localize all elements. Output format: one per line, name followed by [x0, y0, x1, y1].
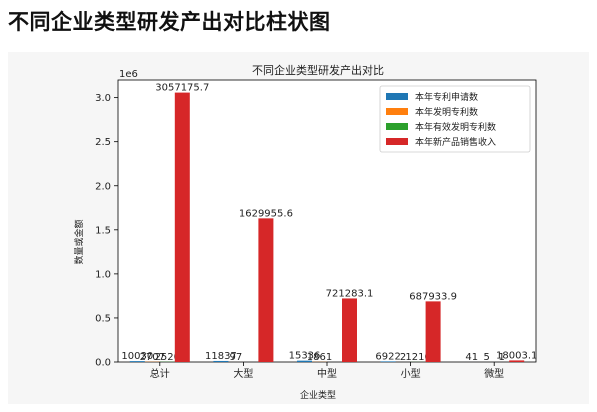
data-label: 2 — [400, 352, 406, 363]
data-label: 3057175.7 — [155, 83, 209, 94]
y-tick-label: 2.5 — [95, 137, 111, 148]
bar — [213, 360, 229, 362]
legend-swatch — [386, 108, 408, 115]
bar — [509, 360, 525, 362]
data-label: 6922 — [375, 351, 400, 362]
legend-label: 本年专利申请数 — [415, 91, 478, 103]
chart-panel: 不同企业类型研发产出对比 1e6 数量或金额 企业类型 0.0 0.5 1.0 1.5… — [8, 52, 589, 404]
data-label: 1629955.6 — [239, 208, 293, 219]
y-offset-label: 1e6 — [119, 69, 138, 80]
legend-label: 本年发明专利数 — [415, 106, 478, 118]
bar — [380, 361, 396, 362]
x-axis-label: 企业类型 — [300, 389, 336, 401]
legend-box — [379, 85, 531, 153]
y-tick-label: 0.5 — [95, 313, 111, 324]
legend-label: 本年有效发明专利数 — [415, 121, 496, 133]
data-label: 2707 — [140, 352, 165, 363]
bar-chart: 不同企业类型研发产出对比 1e6 数量或金额 企业类型 0.0 0.5 1.0 1.5… — [73, 63, 537, 401]
data-label: 5 — [484, 352, 490, 363]
chart-title: 不同企业类型研发产出对比 — [252, 63, 384, 77]
x-tick-label: 微型 — [484, 367, 504, 380]
y-axis-label: 数量或金额 — [73, 219, 85, 264]
data-label: 1 — [499, 352, 505, 363]
data-label: 15336 — [289, 351, 321, 362]
legend-swatch — [386, 138, 408, 145]
bar — [258, 218, 274, 362]
y-tick-label: 2.0 — [95, 181, 111, 192]
bar — [342, 298, 357, 362]
data-label: 18003.1 — [496, 350, 537, 361]
data-label: 1210 — [405, 352, 430, 363]
data-label: 721283.1 — [326, 288, 374, 299]
legend-swatch — [386, 93, 408, 100]
bar — [425, 301, 441, 362]
y-tick-label: 1.5 — [95, 225, 111, 236]
legend-label: 本年新产品销售收入 — [415, 136, 496, 148]
y-tick-label: 1.0 — [95, 269, 111, 280]
data-label: 1861 — [307, 352, 332, 363]
x-tick-label: 中型 — [317, 367, 337, 380]
bar — [174, 92, 190, 362]
y-tick-label: 3.0 — [95, 93, 111, 104]
x-tick-label: 总计 — [150, 367, 170, 380]
x-tick-label: 小型 — [401, 367, 421, 380]
x-tick-label: 大型 — [233, 367, 253, 380]
data-label: 10030 — [121, 351, 153, 362]
y-tick-label: 0.0 — [95, 358, 111, 369]
data-label: 11837 — [205, 351, 237, 362]
bar — [129, 361, 145, 362]
data-label: 687933.9 — [409, 291, 457, 302]
bar — [297, 360, 312, 362]
legend-swatch — [386, 123, 408, 130]
data-label: 97 — [230, 352, 243, 363]
page-title: 不同企业类型研发产出对比柱状图 — [8, 10, 331, 34]
data-label: 2520 — [155, 352, 180, 363]
data-label: 41 — [465, 352, 478, 363]
